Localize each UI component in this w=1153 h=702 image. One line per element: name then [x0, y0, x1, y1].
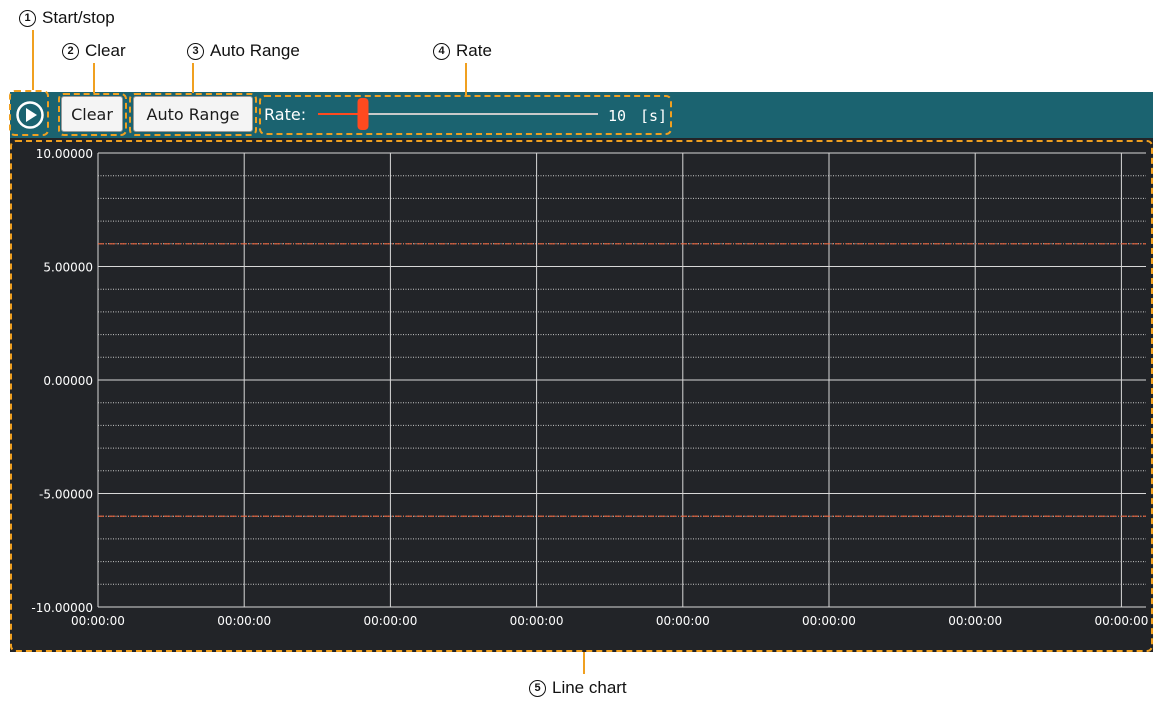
callout-line-chart: 5 Line chart	[529, 678, 627, 698]
rate-unit: [s]	[640, 107, 668, 125]
callout-auto-range: 3 Auto Range	[187, 41, 300, 61]
x-tick-label: 00:00:00	[510, 614, 564, 628]
leader-clear	[93, 63, 95, 93]
x-tick-label: 00:00:00	[363, 614, 417, 628]
x-tick-label: 00:00:00	[1094, 614, 1148, 628]
line-chart-panel	[10, 138, 1153, 652]
y-tick-label: 5.00000	[43, 261, 93, 275]
rate-slider-fill	[318, 113, 363, 115]
highlight-line-chart	[10, 140, 1153, 652]
x-tick-label: 00:00:00	[217, 614, 271, 628]
highlight-start-stop	[9, 90, 49, 136]
x-tick-label: 00:00:00	[71, 614, 125, 628]
leader-start-stop	[32, 30, 34, 90]
callout-clear: 2 Clear	[62, 41, 126, 61]
highlight-rate	[259, 95, 672, 135]
highlight-clear	[58, 93, 127, 136]
clear-button[interactable]: Clear	[61, 96, 123, 132]
callout-start-stop: 1 Start/stop	[19, 8, 115, 28]
y-tick-label: 0.00000	[43, 374, 93, 388]
play-icon[interactable]	[16, 101, 44, 129]
leader-rate	[465, 63, 467, 95]
leader-line-chart	[583, 652, 585, 674]
x-tick-label: 00:00:00	[656, 614, 710, 628]
rate-label: Rate:	[264, 105, 307, 124]
leader-auto-range	[192, 63, 194, 93]
x-tick-label: 00:00:00	[948, 614, 1002, 628]
rate-slider-thumb[interactable]	[357, 98, 369, 130]
rate-value: 10	[608, 107, 627, 125]
callout-rate: 4 Rate	[433, 41, 492, 61]
y-tick-label: -5.00000	[39, 488, 93, 502]
y-tick-label: 10.00000	[36, 147, 93, 161]
x-tick-label: 00:00:00	[802, 614, 856, 628]
auto-range-button[interactable]: Auto Range	[133, 96, 253, 132]
rate-slider-track[interactable]	[318, 113, 598, 115]
y-tick-label: -10.00000	[31, 601, 93, 615]
highlight-auto-range	[129, 93, 257, 136]
